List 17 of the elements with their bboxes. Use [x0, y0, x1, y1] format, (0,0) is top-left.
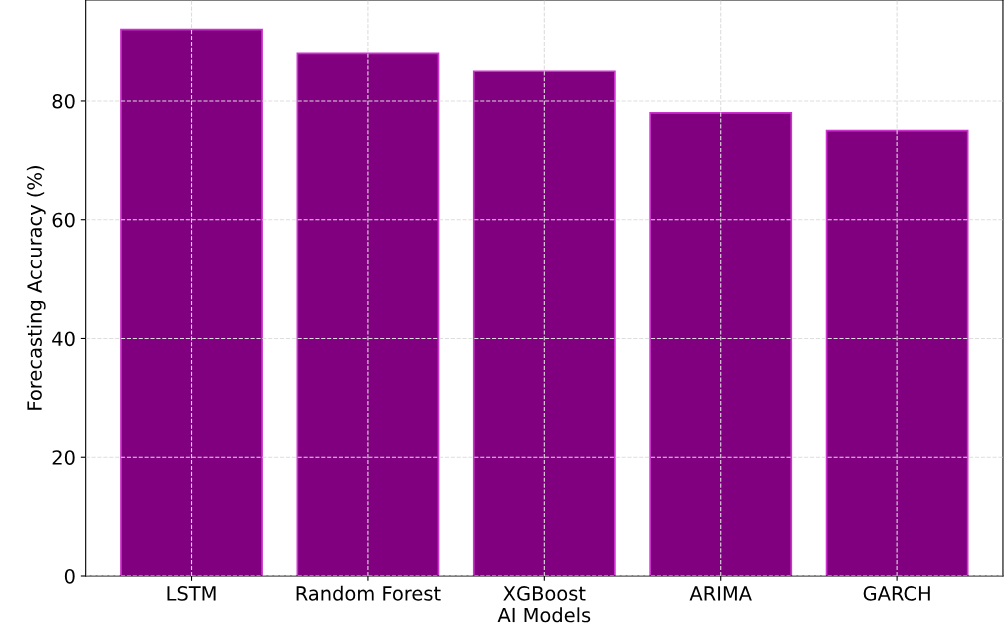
x-tick-label: Random Forest — [296, 585, 441, 601]
x-tick-label: GARCH — [863, 586, 930, 601]
y-tick-label: 0 — [64, 568, 75, 584]
bar — [649, 111, 793, 576]
bar — [472, 70, 616, 576]
bar — [825, 129, 969, 576]
x-tick-label: ARIMA — [689, 586, 752, 601]
y-axis-title: Forecasting Accuracy (%) — [26, 166, 46, 410]
bar — [296, 52, 440, 576]
x-tick-label: XGBoost — [503, 586, 586, 601]
bar — [120, 28, 263, 576]
y-tick-label: 20 — [52, 450, 75, 465]
y-tick-label: 80 — [52, 93, 75, 109]
y-tick-label: 40 — [52, 331, 75, 347]
y-tick-label: 60 — [52, 212, 75, 228]
x-axis-title: AI Models — [497, 607, 591, 623]
x-tick-label: LSTM — [167, 586, 216, 601]
